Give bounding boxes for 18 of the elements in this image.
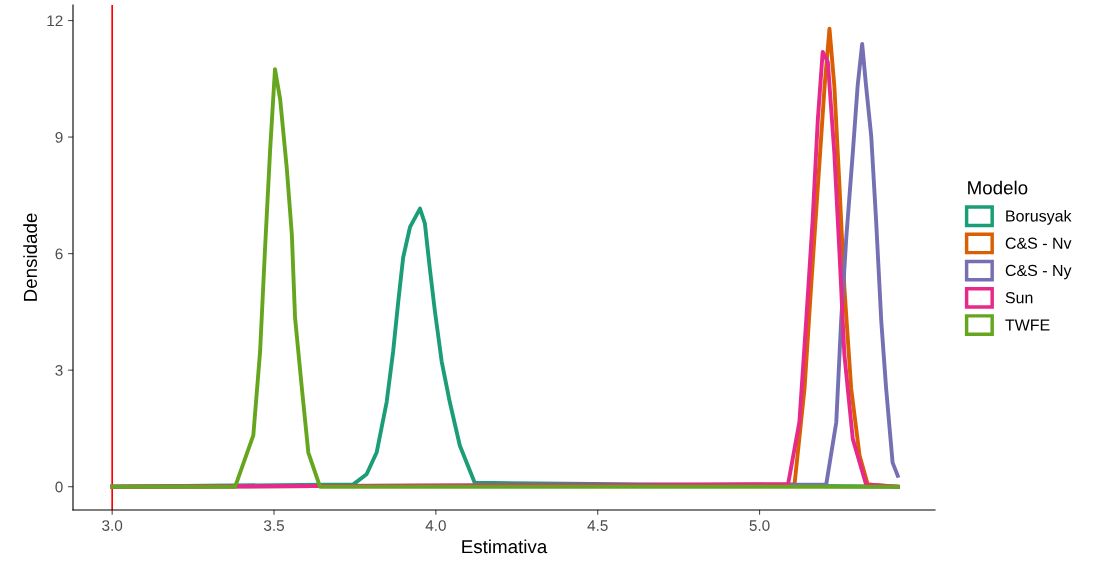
y-tick-label: 6 (55, 248, 63, 260)
y-axis-title: Densidade (23, 213, 38, 301)
legend-label: C&S - Ny (1005, 264, 1072, 280)
x-tick-label: 5.0 (749, 520, 770, 531)
x-tick-label: 4.5 (587, 520, 608, 531)
x-axis-title: Estimativa (462, 539, 548, 554)
y-tick-label: 0 (55, 481, 63, 493)
legend-title: Modelo (968, 180, 1028, 195)
y-tick-label: 12 (47, 15, 63, 27)
y-tick-label: 3 (55, 365, 63, 376)
legend-label: C&S - Nv (1005, 237, 1072, 249)
x-tick-label: 4.0 (425, 520, 446, 531)
x-tick-label: 3.0 (102, 520, 123, 531)
legend-label: Sun (1005, 292, 1033, 304)
y-tick-label: 9 (55, 131, 63, 143)
legend-label: Borusyak (1006, 209, 1072, 225)
x-tick-label: 3.5 (263, 520, 284, 531)
legend-label: TWFE (1005, 319, 1050, 331)
